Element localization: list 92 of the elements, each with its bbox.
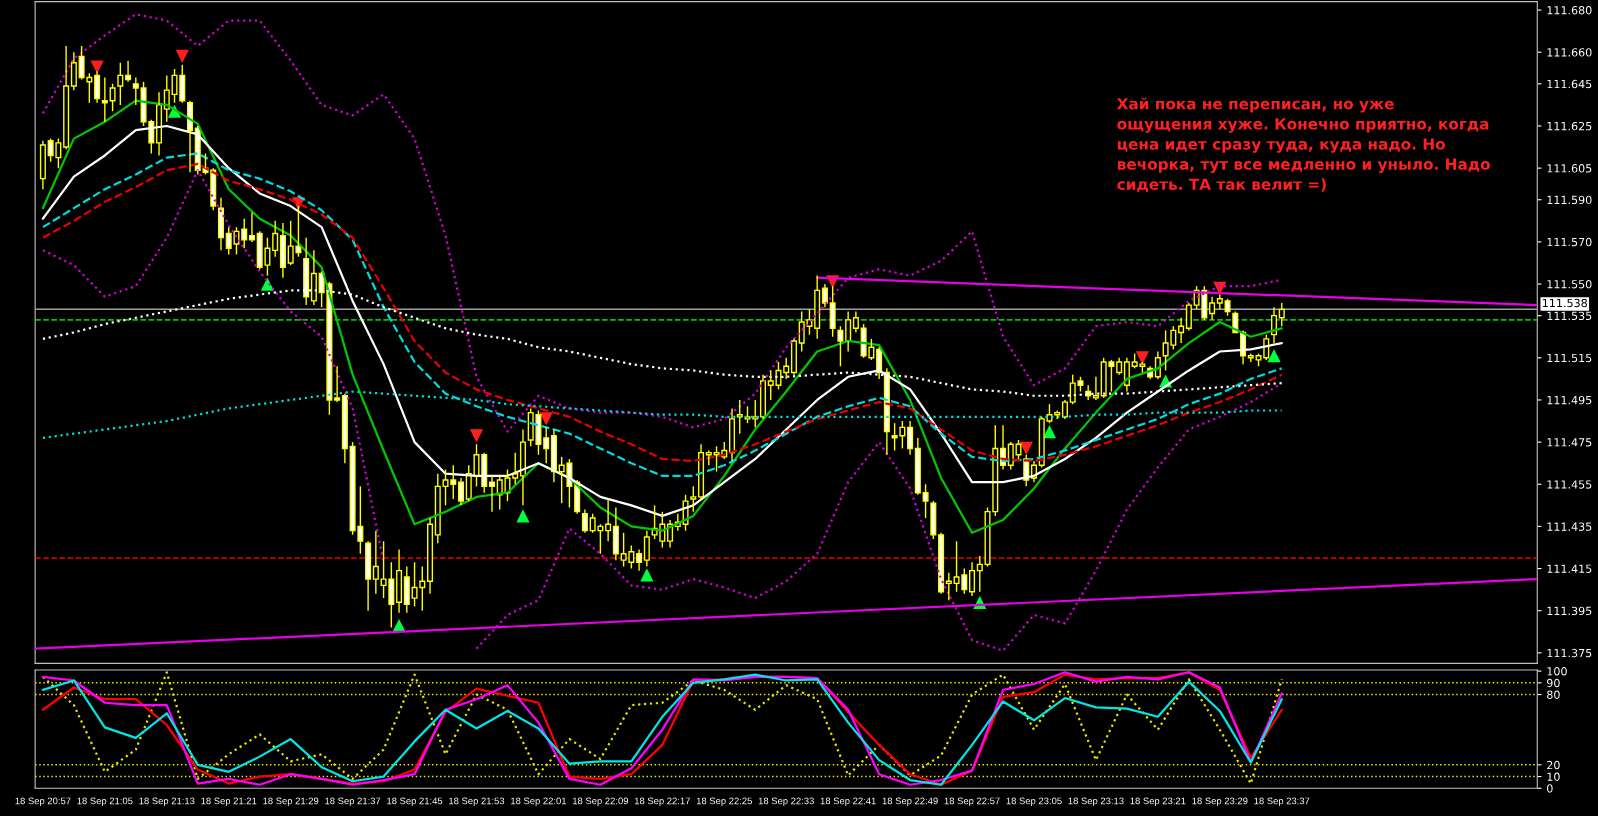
y-tick-label: 111.550 <box>1547 280 1592 289</box>
candlestick <box>403 565 410 614</box>
candlestick <box>1216 293 1223 311</box>
candlestick <box>279 222 286 279</box>
candlestick <box>643 529 650 568</box>
candlestick <box>341 392 348 464</box>
candlestick <box>125 59 132 83</box>
x-tick-label: 18 Sep 23:37 <box>1254 797 1310 807</box>
candlestick <box>550 428 557 483</box>
candlestick <box>217 196 225 252</box>
x-tick-label: 18 Sep 21:37 <box>325 797 381 807</box>
candlestick <box>543 426 550 464</box>
x-tick-label: 18 Sep 22:17 <box>634 797 690 807</box>
candlestick <box>914 437 921 496</box>
candlestick <box>938 532 945 595</box>
x-tick-label: 18 Sep 22:09 <box>573 797 629 807</box>
y-tick-label: 111.435 <box>1547 522 1592 531</box>
candlestick <box>790 338 797 376</box>
candlestick <box>272 220 279 258</box>
x-tick-label: 18 Sep 23:29 <box>1192 797 1248 807</box>
candlestick <box>1185 302 1192 332</box>
x-tick-label: 18 Sep 22:49 <box>882 797 938 807</box>
x-tick-label: 18 Sep 20:57 <box>15 797 71 807</box>
candlestick <box>427 517 434 595</box>
annotation: Хай пока не переписан, но уже ощущения хуже. Конечно приятно, когда цена идет сразу туда, куда надо. Но вечорка, тут все медленно и уныло. Надо сидеть. ТА так велит =) <box>1116 97 1490 192</box>
candlestick <box>372 529 379 595</box>
ref-line-label: 111.538 <box>1543 298 1587 308</box>
y-tick-label: 111.415 <box>1547 564 1592 573</box>
y-tick-label: 80 <box>1547 690 1560 699</box>
x-tick-label: 18 Sep 23:05 <box>1006 797 1062 807</box>
candlestick <box>1092 376 1099 401</box>
candlestick <box>605 498 612 542</box>
candlestick <box>821 283 828 308</box>
candlestick <box>156 91 163 157</box>
y-tick-label: 111.645 <box>1547 79 1592 89</box>
x-tick-label: 18 Sep 21:05 <box>77 797 133 807</box>
candlestick <box>1209 295 1216 321</box>
x-tick-label: 18 Sep 21:13 <box>139 797 195 807</box>
x-tick-label: 18 Sep 23:13 <box>1068 797 1124 807</box>
x-tick-label: 18 Sep 22:57 <box>944 797 1000 807</box>
x-tick-label: 18 Sep 21:29 <box>263 797 319 807</box>
x-tick-label: 18 Sep 22:01 <box>511 797 567 807</box>
x-tick-label: 18 Sep 21:45 <box>387 797 443 807</box>
y-tick-label: 111.625 <box>1547 121 1592 131</box>
candlestick <box>94 70 101 104</box>
y-tick-label: 111.515 <box>1547 353 1592 363</box>
y-tick-label: 111.535 <box>1547 311 1592 321</box>
y-tick-label: 111.605 <box>1547 164 1592 173</box>
candlestick <box>1178 317 1185 344</box>
y-tick-label: 111.395 <box>1547 606 1592 616</box>
y-tick-label: 111.375 <box>1547 648 1592 658</box>
candlestick <box>852 310 859 334</box>
candlestick <box>581 508 588 534</box>
candlestick <box>132 76 139 106</box>
candlestick <box>636 548 643 572</box>
x-tick-label: 18 Sep 22:25 <box>696 797 752 807</box>
y-tick-label: 111.475 <box>1547 438 1592 447</box>
x-tick-label: 18 Sep 22:41 <box>820 797 876 807</box>
candlestick <box>612 506 619 561</box>
candlestick <box>396 548 403 614</box>
y-tick-label: 111.590 <box>1547 195 1592 205</box>
y-tick-label: 111.660 <box>1547 48 1592 57</box>
y-tick-label: 111.495 <box>1547 395 1592 405</box>
candlestick <box>310 249 317 306</box>
candlestick <box>1116 357 1123 376</box>
y-tick-label: 20 <box>1547 760 1560 770</box>
candlestick <box>70 51 77 91</box>
y-tick-label: 100 <box>1547 667 1567 676</box>
candlestick <box>365 540 372 612</box>
x-tick-label: 18 Sep 21:21 <box>201 797 257 807</box>
candlestick <box>63 45 70 150</box>
candlestick <box>457 477 465 507</box>
candlestick <box>969 561 976 597</box>
candlestick <box>488 475 496 513</box>
y-tick-label: 111.455 <box>1547 480 1592 489</box>
candlestick <box>334 365 341 403</box>
x-tick-label: 18 Sep 22:33 <box>758 797 814 807</box>
y-tick-label: 111.570 <box>1547 237 1592 247</box>
candlestick <box>759 373 767 420</box>
y-tick-label: 111.680 <box>1547 6 1592 15</box>
y-tick-label: 90 <box>1547 678 1560 688</box>
candlestick <box>1061 399 1068 420</box>
candlestick <box>728 407 736 462</box>
candlestick <box>39 140 46 190</box>
y-tick-label: 0 <box>1547 784 1553 793</box>
candlestick <box>907 420 914 456</box>
x-tick-label: 18 Sep 23:21 <box>1130 797 1186 807</box>
y-tick-label: 10 <box>1547 772 1560 781</box>
x-tick-label: 18 Sep 21:53 <box>449 797 505 807</box>
candlestick <box>845 310 852 353</box>
candlestick <box>519 428 526 507</box>
candlestick <box>814 274 821 340</box>
